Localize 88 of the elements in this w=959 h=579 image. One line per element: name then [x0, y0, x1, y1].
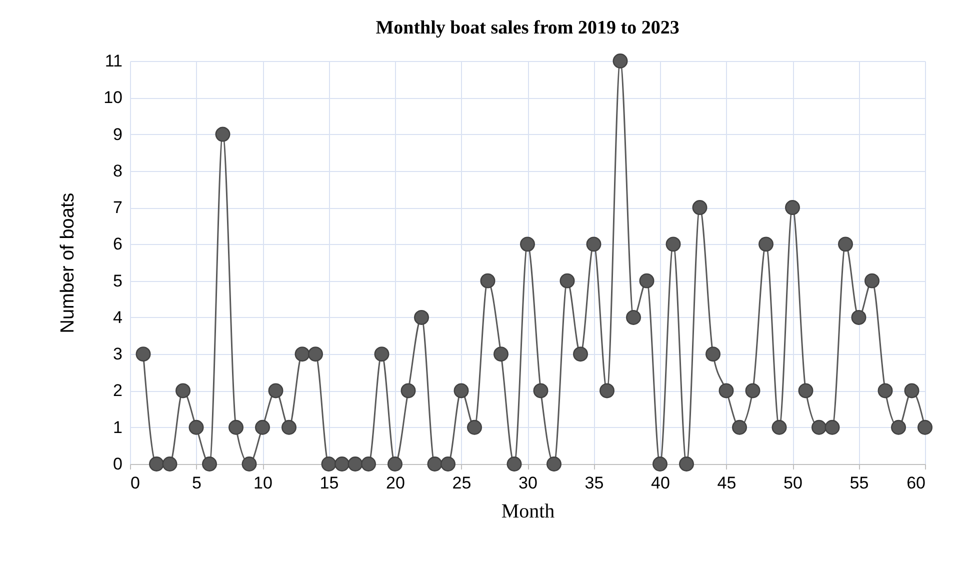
- x-axis-title: Month: [501, 500, 555, 522]
- point: [162, 456, 178, 472]
- point: [414, 310, 429, 325]
- x-tick-label: 0: [130, 474, 140, 492]
- point: [506, 456, 522, 472]
- y-tick-label: 9: [113, 124, 122, 144]
- point: [467, 420, 482, 435]
- point: [758, 236, 774, 252]
- point: [878, 383, 893, 398]
- point: [812, 420, 826, 435]
- point: [388, 456, 402, 472]
- y-tick-label: 1: [113, 418, 122, 437]
- point: [400, 383, 416, 398]
- point: [666, 236, 681, 252]
- y-tick-label: 0: [113, 454, 122, 474]
- point: [308, 346, 323, 362]
- x-tick-label: 35: [584, 474, 604, 492]
- chart-title: Monthly boat sales from 2019 to 2023: [376, 18, 680, 39]
- point: [176, 383, 190, 398]
- point: [639, 273, 654, 288]
- point: [136, 346, 151, 362]
- point: [891, 420, 906, 435]
- point: [533, 383, 548, 398]
- point: [321, 456, 336, 472]
- point: [188, 420, 204, 435]
- point: [573, 346, 588, 362]
- point: [626, 310, 641, 325]
- x-tick-label: 25: [452, 474, 472, 492]
- point: [361, 456, 376, 472]
- y-tick-label: 4: [113, 308, 122, 327]
- point: [692, 200, 708, 216]
- x-tick-label: 15: [320, 474, 339, 492]
- point: [202, 456, 217, 472]
- point: [679, 456, 694, 472]
- x-tick-label: 40: [651, 474, 670, 492]
- y-tick-label: 6: [113, 234, 122, 254]
- point: [652, 456, 668, 472]
- point: [785, 200, 800, 216]
- point: [745, 383, 760, 398]
- y-tick-label: 10: [104, 88, 122, 108]
- x-tick-label: 30: [518, 474, 538, 492]
- point: [851, 310, 866, 325]
- point: [242, 456, 257, 472]
- point: [600, 383, 614, 398]
- point: [586, 236, 602, 252]
- point: [838, 236, 853, 252]
- point: [255, 420, 270, 435]
- point: [228, 420, 244, 435]
- x-tick-label: 10: [254, 474, 272, 492]
- point: [494, 346, 508, 362]
- point: [427, 456, 442, 472]
- y-tick-label: 8: [113, 161, 122, 180]
- x-tick-label: 60: [906, 474, 926, 492]
- point: [149, 456, 164, 472]
- point: [546, 456, 562, 472]
- y-tick-label: 2: [113, 381, 122, 400]
- x-tick-label: 50: [784, 474, 802, 492]
- x-tick-label: 20: [386, 474, 405, 492]
- point: [294, 346, 310, 362]
- x-tick-label: 45: [717, 474, 736, 492]
- point: [348, 456, 363, 472]
- point: [480, 273, 496, 288]
- x-tick-label: 5: [192, 474, 202, 492]
- point: [440, 456, 456, 472]
- point: [732, 420, 747, 435]
- x-tick-label: 55: [850, 474, 869, 492]
- point: [520, 236, 535, 252]
- point: [215, 126, 230, 142]
- y-axis-title: Number of boats: [58, 192, 79, 334]
- point: [612, 54, 628, 68]
- point: [268, 383, 284, 398]
- y-tick-label: 3: [113, 344, 122, 364]
- point: [824, 420, 840, 435]
- point: [864, 273, 880, 288]
- point: [560, 273, 575, 288]
- y-tick-label: 5: [113, 271, 122, 290]
- point: [904, 383, 920, 398]
- point: [798, 383, 814, 398]
- point: [706, 346, 720, 362]
- y-tick-label: 7: [113, 198, 122, 218]
- point: [918, 420, 932, 435]
- point: [282, 420, 296, 435]
- point: [374, 346, 390, 362]
- y-tick-label: 11: [104, 52, 122, 70]
- point: [772, 420, 787, 435]
- point: [334, 456, 350, 472]
- point: [718, 383, 734, 398]
- point: [454, 383, 469, 398]
